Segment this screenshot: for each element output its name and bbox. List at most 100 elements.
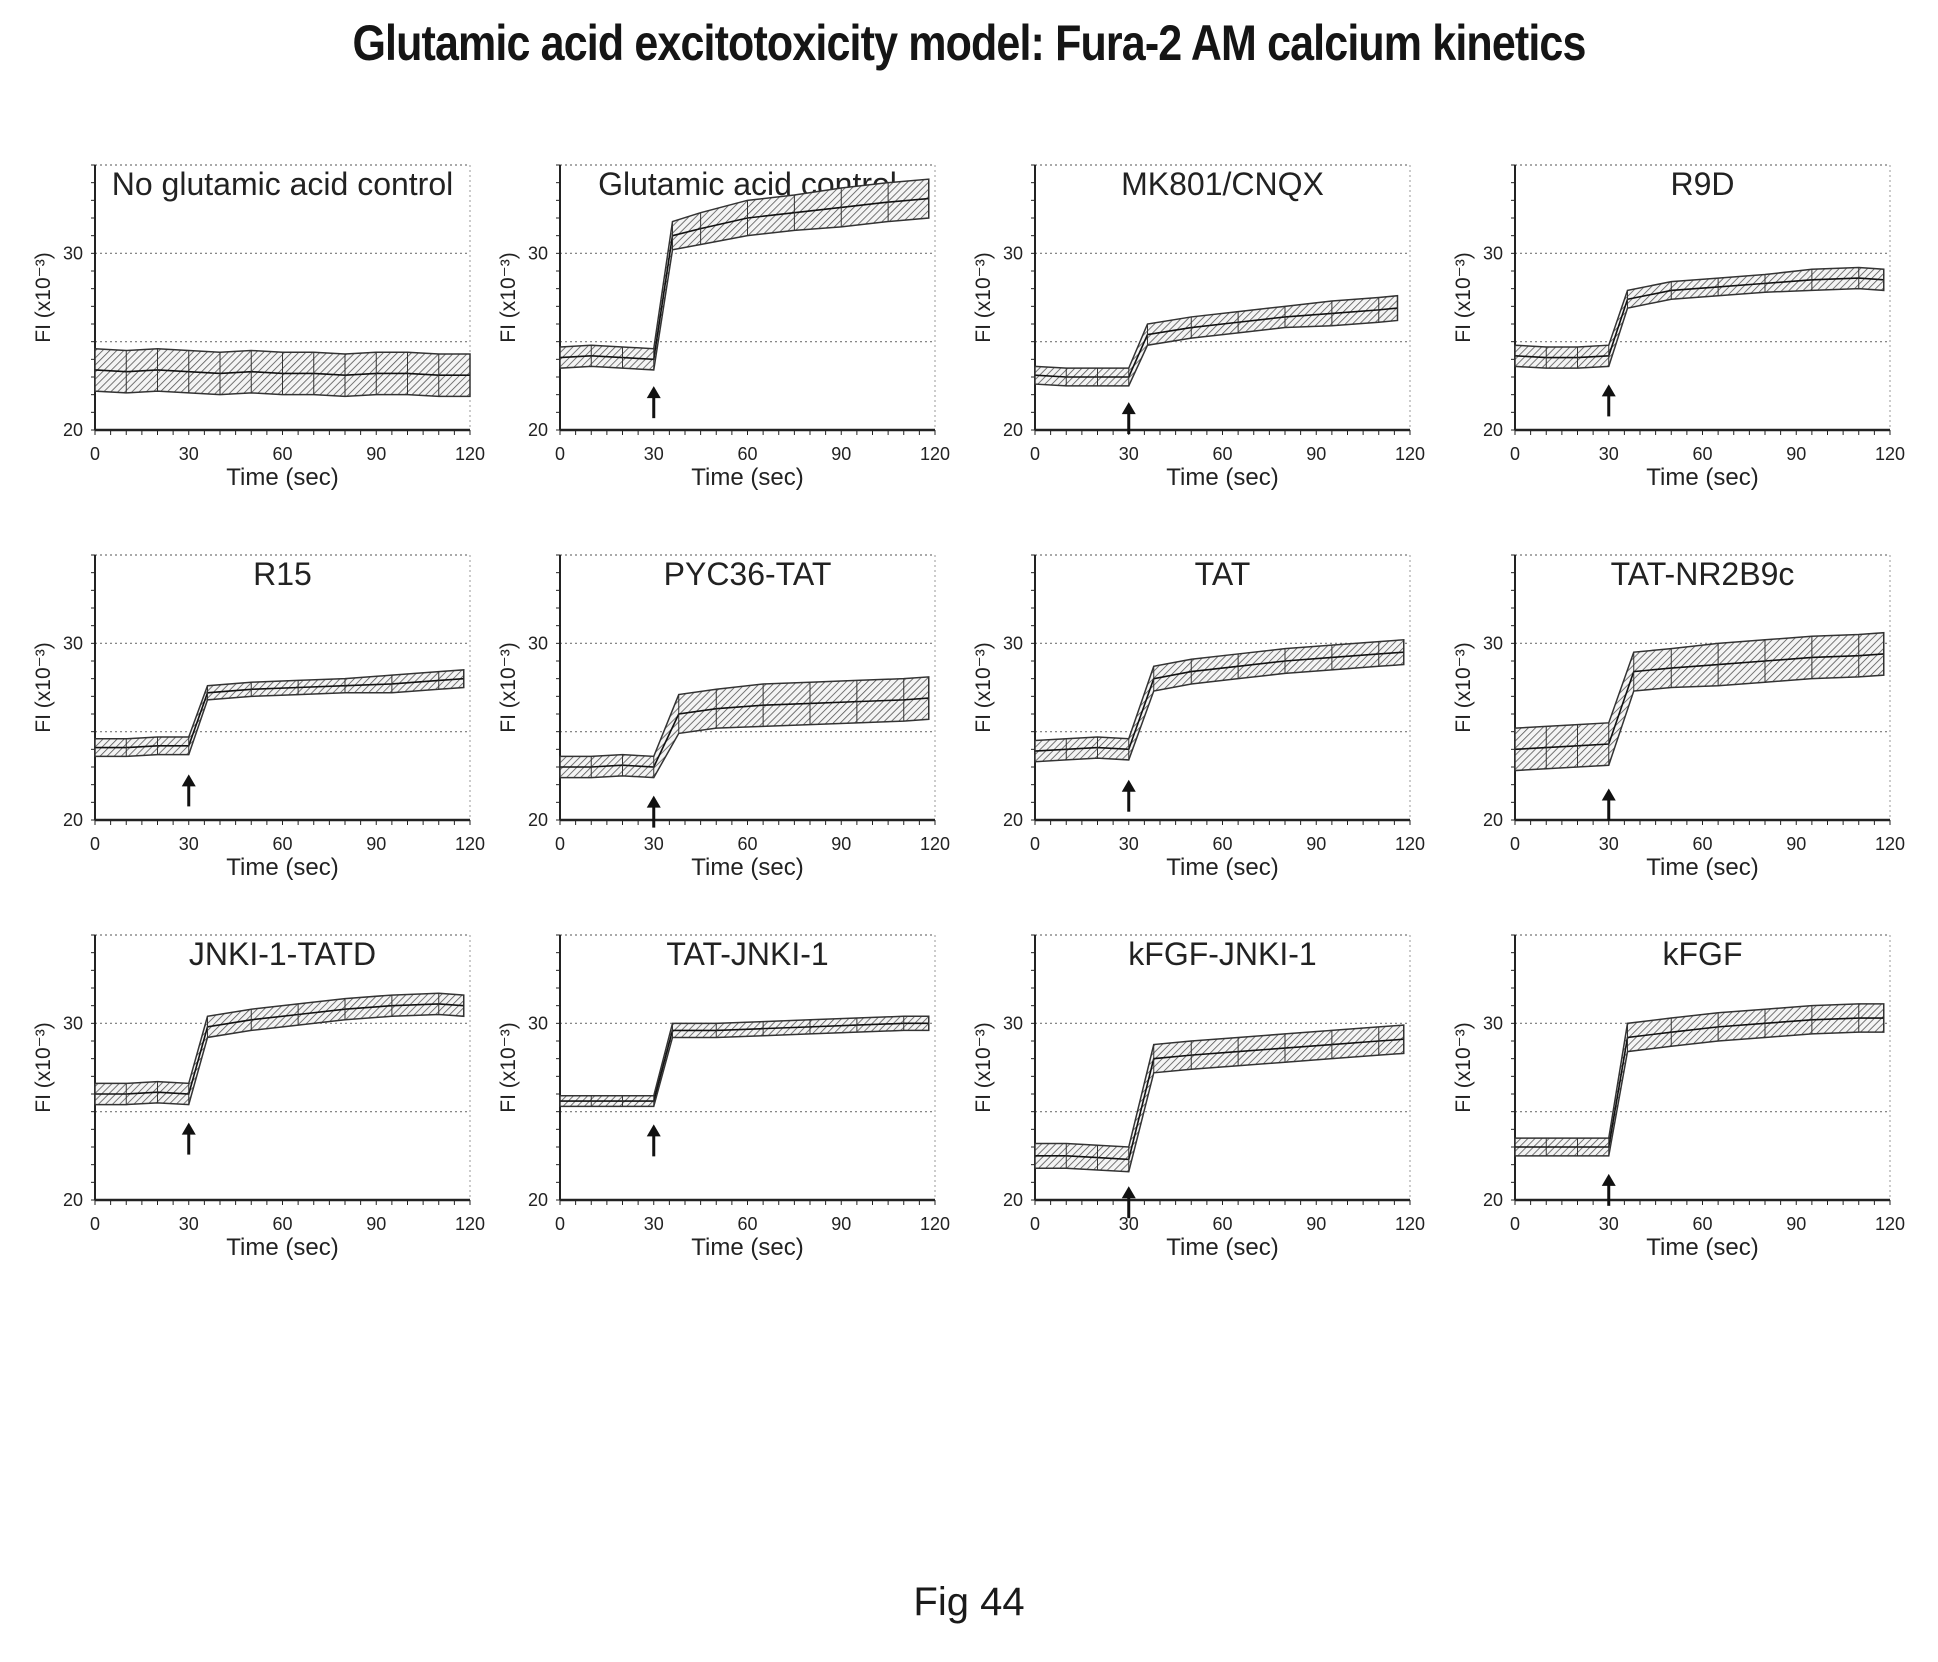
y-tick-label: 20: [63, 810, 83, 830]
x-tick-label: 120: [1395, 444, 1425, 464]
y-axis-label: FI (x10⁻³): [1452, 642, 1475, 732]
x-tick-label: 30: [1119, 1214, 1139, 1234]
x-axis-label: Time (sec): [226, 1234, 338, 1261]
x-tick-label: 60: [737, 1214, 757, 1234]
y-tick-label: 20: [528, 420, 548, 440]
error-band: [1034, 294, 1399, 387]
stimulus-arrow-head: [646, 386, 661, 399]
chart-panel-4: 0 30 60 90 120 20 30 Time (sec) FI (x10⁻³) R9D: [1452, 164, 1905, 491]
x-axis-label: Time (sec): [226, 464, 338, 491]
stimulus-arrow-head: [1601, 788, 1616, 801]
error-band: [1034, 638, 1405, 763]
chart-title: kFGF-JNKI-1: [1128, 936, 1316, 972]
chart-title: R9D: [1670, 166, 1734, 202]
x-tick-label: 90: [831, 1214, 851, 1234]
error-band: [1514, 631, 1885, 772]
stimulus-arrow-head: [181, 1122, 196, 1135]
y-axis-label: FI (x10⁻³): [497, 252, 520, 342]
stimulus-arrow-head: [1601, 1173, 1616, 1186]
y-axis-label: FI (x10⁻³): [1452, 252, 1475, 342]
x-tick-label: 120: [920, 834, 950, 854]
x-tick-label: 90: [1306, 444, 1326, 464]
x-tick-label: 90: [831, 444, 851, 464]
x-tick-label: 90: [1786, 834, 1806, 854]
chart-panel-7: 0 30 60 90 120 20 30 Time (sec) FI (x10⁻³) TAT: [972, 554, 1425, 881]
x-tick-label: 120: [920, 444, 950, 464]
x-tick-label: 120: [1875, 1214, 1905, 1234]
x-tick-label: 120: [1395, 1214, 1425, 1234]
x-tick-label: 120: [1875, 834, 1905, 854]
x-tick-label: 60: [1692, 444, 1712, 464]
x-tick-label: 30: [179, 1214, 199, 1234]
y-tick-label: 30: [1003, 633, 1023, 653]
stimulus-arrow-head: [1121, 779, 1136, 792]
x-tick-label: 60: [1692, 834, 1712, 854]
x-tick-label: 90: [1786, 1214, 1806, 1234]
chart-title: TAT-JNKI-1: [666, 936, 828, 972]
x-tick-label: 0: [90, 834, 100, 854]
x-axis-label: Time (sec): [1166, 1234, 1278, 1261]
x-tick-label: 120: [920, 1214, 950, 1234]
y-tick-label: 30: [1483, 243, 1503, 263]
x-axis-label: Time (sec): [1166, 464, 1278, 491]
figure-label: Fig 44: [913, 1580, 1025, 1624]
x-tick-label: 30: [1119, 444, 1139, 464]
chart-title: MK801/CNQX: [1121, 166, 1324, 202]
x-tick-label: 60: [272, 834, 292, 854]
x-tick-label: 30: [644, 444, 664, 464]
x-tick-label: 60: [737, 834, 757, 854]
y-tick-label: 30: [1003, 1013, 1023, 1033]
y-tick-label: 20: [1003, 1190, 1023, 1210]
y-axis-label: FI (x10⁻³): [972, 1022, 995, 1112]
x-tick-label: 30: [179, 834, 199, 854]
x-tick-label: 60: [1692, 1214, 1712, 1234]
y-axis-label: FI (x10⁻³): [497, 1022, 520, 1112]
x-tick-label: 120: [1395, 834, 1425, 854]
y-axis-label: FI (x10⁻³): [32, 642, 55, 732]
y-tick-label: 30: [63, 1013, 83, 1033]
chart-title: TAT: [1195, 556, 1251, 592]
x-tick-label: 0: [1510, 834, 1520, 854]
error-band: [559, 676, 930, 779]
y-axis-label: FI (x10⁻³): [972, 642, 995, 732]
chart-title: TAT-NR2B9c: [1611, 556, 1795, 592]
x-tick-label: 0: [1030, 834, 1040, 854]
x-tick-label: 90: [366, 444, 386, 464]
y-tick-label: 20: [63, 420, 83, 440]
y-tick-label: 20: [1483, 420, 1503, 440]
x-tick-label: 120: [455, 834, 485, 854]
chart-title: R15: [253, 556, 312, 592]
x-tick-label: 30: [1119, 834, 1139, 854]
stimulus-arrow-head: [646, 795, 661, 808]
x-tick-label: 90: [1306, 834, 1326, 854]
x-axis-label: Time (sec): [1646, 854, 1758, 881]
y-tick-label: 30: [1003, 243, 1023, 263]
y-tick-label: 30: [528, 1013, 548, 1033]
x-axis-label: Time (sec): [1646, 464, 1758, 491]
chart-panel-1: 0 30 60 90 120 20 30 Time (sec) FI (x10⁻³) No glu…: [32, 164, 485, 491]
y-axis-label: FI (x10⁻³): [32, 252, 55, 342]
chart-title: kFGF: [1663, 936, 1743, 972]
chart-panel-5: 0 30 60 90 120 20 30 Time (sec) FI (x10⁻³) R15: [32, 554, 485, 881]
x-tick-label: 30: [644, 1214, 664, 1234]
x-tick-label: 60: [272, 1214, 292, 1234]
y-tick-label: 30: [1483, 1013, 1503, 1033]
error-band: [1034, 1024, 1405, 1173]
y-tick-label: 30: [528, 243, 548, 263]
x-tick-label: 60: [272, 444, 292, 464]
x-tick-label: 60: [737, 444, 757, 464]
y-axis-label: FI (x10⁻³): [32, 1022, 55, 1112]
x-tick-label: 120: [455, 1214, 485, 1234]
x-tick-label: 90: [366, 834, 386, 854]
chart-title: No glutamic acid control: [112, 166, 453, 202]
x-axis-label: Time (sec): [691, 1234, 803, 1261]
x-tick-label: 30: [644, 834, 664, 854]
stimulus-arrow-head: [646, 1124, 661, 1137]
x-tick-label: 0: [90, 444, 100, 464]
y-axis-label: FI (x10⁻³): [972, 252, 995, 342]
x-axis-label: Time (sec): [1166, 854, 1278, 881]
x-tick-label: 0: [90, 1214, 100, 1234]
x-tick-label: 0: [555, 444, 565, 464]
chart-panel-12: 0 30 60 90 120 20 30 Time (sec) FI (x10⁻³) kFGF: [1452, 934, 1905, 1261]
